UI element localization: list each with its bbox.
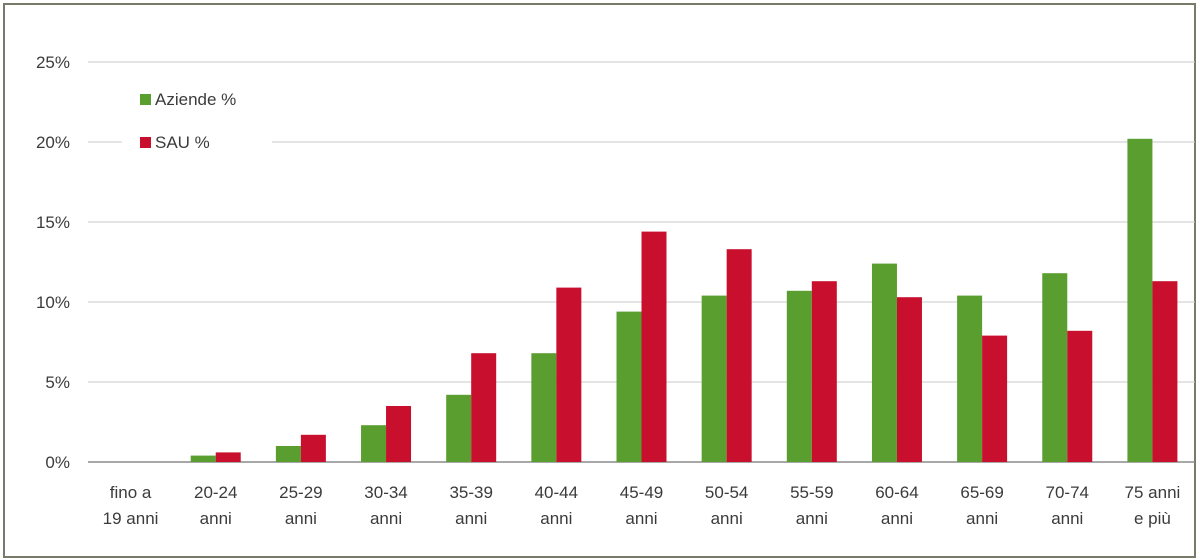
y-tick-label: 10% [36, 293, 70, 312]
legend: Aziende % SAU % [122, 80, 272, 162]
bar-aziende [701, 295, 727, 462]
x-category-label: anni [455, 509, 487, 528]
y-tick-label: 20% [36, 133, 70, 152]
x-axis-labels: fino a 19 anni 20-24 anni 25-29 anni 30-34 anni… [103, 483, 1181, 528]
y-tick-label: 15% [36, 213, 70, 232]
x-category-label: 25-29 [279, 483, 322, 502]
bar-aziende [1042, 273, 1068, 462]
bar-sau [726, 249, 752, 462]
x-category-label: 30-34 [364, 483, 407, 502]
x-category-label: anni [200, 509, 232, 528]
y-tick-label: 25% [36, 53, 70, 72]
bar-aziende [531, 353, 557, 462]
x-category-label: 45-49 [620, 483, 663, 502]
bar-sau [556, 287, 582, 462]
bar-aziende [190, 455, 216, 462]
x-category-label: 60-64 [875, 483, 918, 502]
bar-aziende [1127, 138, 1153, 463]
x-category-label: anni [881, 509, 913, 528]
x-category-label: anni [625, 509, 657, 528]
bar-sau [982, 335, 1008, 462]
x-category-label: 75 anni [1125, 483, 1181, 502]
y-tick-label: 5% [45, 373, 70, 392]
bar-sau [215, 452, 241, 462]
bar-aziende [871, 263, 897, 462]
bar-aziende [616, 311, 642, 462]
bar-sau [300, 434, 326, 462]
bar-sau [471, 353, 497, 462]
bar-aziende [446, 394, 472, 462]
bar-sau [386, 406, 412, 462]
x-category-label: 55-59 [790, 483, 833, 502]
x-category-label: 65-69 [960, 483, 1003, 502]
bar-sau [641, 231, 667, 462]
x-category-label: e più [1134, 509, 1171, 528]
x-category-label: anni [540, 509, 572, 528]
x-category-label: 40-44 [535, 483, 578, 502]
bar-sau [811, 281, 837, 462]
bar-sau [1067, 330, 1093, 462]
x-category-label: 70-74 [1046, 483, 1089, 502]
bar-sau [1152, 281, 1178, 462]
x-category-label: anni [285, 509, 317, 528]
gridlines [88, 61, 1195, 463]
bars [190, 138, 1178, 463]
legend-label-sau: SAU % [155, 133, 210, 152]
x-category-label: 50-54 [705, 483, 748, 502]
x-category-label: fino a [110, 483, 152, 502]
legend-label-aziende: Aziende % [155, 90, 236, 109]
x-category-label: anni [711, 509, 743, 528]
legend-swatch-aziende [140, 94, 151, 105]
bar-aziende [786, 290, 812, 462]
y-axis-ticks: 0% 5% 10% 15% 20% 25% [36, 53, 70, 472]
bar-aziende [957, 295, 983, 462]
bar-aziende [275, 446, 301, 462]
y-tick-label: 0% [45, 453, 70, 472]
x-category-label: anni [966, 509, 998, 528]
x-category-label: anni [1051, 509, 1083, 528]
x-category-label: 20-24 [194, 483, 237, 502]
x-category-label: 35-39 [449, 483, 492, 502]
x-category-label: anni [370, 509, 402, 528]
bar-sau [896, 297, 922, 462]
x-category-label: 19 anni [103, 509, 159, 528]
legend-swatch-sau [140, 137, 151, 148]
x-category-label: anni [796, 509, 828, 528]
legend-background [122, 80, 272, 162]
bar-aziende [361, 425, 387, 462]
